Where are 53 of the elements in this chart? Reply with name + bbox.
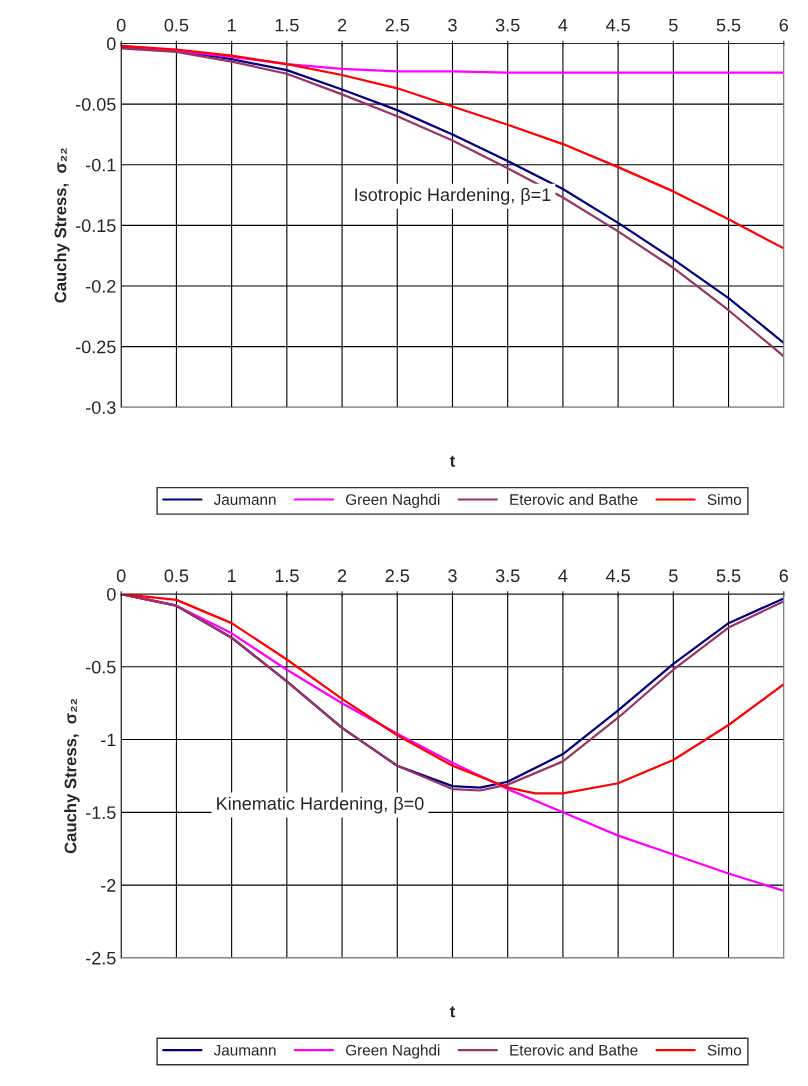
x-tick-label: 3: [448, 18, 457, 32]
y-tick-label: -0.5: [86, 660, 116, 674]
legend-label: Green Naghdi: [346, 1044, 440, 1059]
y-tick-label: 0: [107, 37, 116, 51]
legend-label: Jaumann: [213, 1044, 276, 1056]
legend-label: Simo: [707, 493, 742, 505]
y-tick-label: -0.05: [75, 98, 116, 111]
y-tick-label: -1: [101, 733, 116, 747]
y-tick-label: -1.5: [86, 806, 116, 820]
legend-label: Eterovic and Bathe: [510, 493, 638, 505]
x-tick-label: 0.5: [164, 569, 189, 583]
x-tick-label: 3.5: [495, 18, 520, 32]
annotation: Kinematic Hardening, β=0: [217, 796, 424, 814]
y-tick-label: -2.5: [86, 951, 116, 965]
x-tick-label: 5: [669, 18, 678, 32]
x-tick-label: 3.5: [495, 569, 520, 583]
y-tick-label: -0.3: [86, 401, 116, 414]
x-axis-title: t: [449, 1006, 456, 1018]
y-tick-label: -2: [101, 879, 116, 892]
legend-label: Eterovic and Bathe: [510, 1044, 638, 1056]
y-axis-title: Cauchy Stress, σ₂₂: [64, 698, 80, 854]
x-tick-label: 4.5: [605, 18, 630, 32]
x-tick-label: 6: [779, 18, 788, 32]
x-tick-label: 5: [669, 569, 678, 583]
y-tick-label: -0.15: [75, 219, 116, 233]
x-tick-label: 2.5: [385, 18, 410, 32]
x-tick-label: 1.5: [275, 569, 299, 583]
x-tick-label: 4: [558, 18, 568, 32]
legend-label: Simo: [707, 1044, 742, 1056]
x-tick-label: 0.5: [164, 18, 189, 32]
x-tick-label: 6: [779, 569, 788, 583]
x-tick-label: 4: [558, 569, 568, 582]
y-tick-label: 0: [107, 587, 116, 601]
x-tick-label: 2.5: [385, 569, 410, 583]
y-tick-label: -0.2: [86, 279, 116, 293]
y-axis-title: Cauchy Stress, σ₂₂: [54, 148, 70, 303]
x-tick-label: 1: [227, 569, 236, 582]
y-tick-label: -0.1: [86, 158, 116, 172]
x-tick-label: 4.5: [605, 569, 630, 583]
annotation: Isotropic Hardening, β=1: [355, 187, 551, 205]
x-axis-title: t: [449, 455, 456, 467]
legend-label: Jaumann: [213, 494, 276, 505]
y-tick-label: -0.25: [75, 340, 116, 354]
x-tick-label: 0: [116, 18, 126, 32]
x-tick-label: 2: [337, 569, 347, 582]
x-tick-label: 1.5: [275, 18, 299, 32]
x-tick-label: 5.5: [716, 18, 741, 32]
x-tick-label: 0: [116, 569, 126, 583]
x-tick-label: 5.5: [716, 569, 741, 583]
x-tick-label: 3: [448, 569, 457, 583]
x-tick-label: 2: [337, 18, 347, 32]
legend-label: Green Naghdi: [346, 493, 440, 508]
x-tick-label: 1: [227, 18, 236, 32]
